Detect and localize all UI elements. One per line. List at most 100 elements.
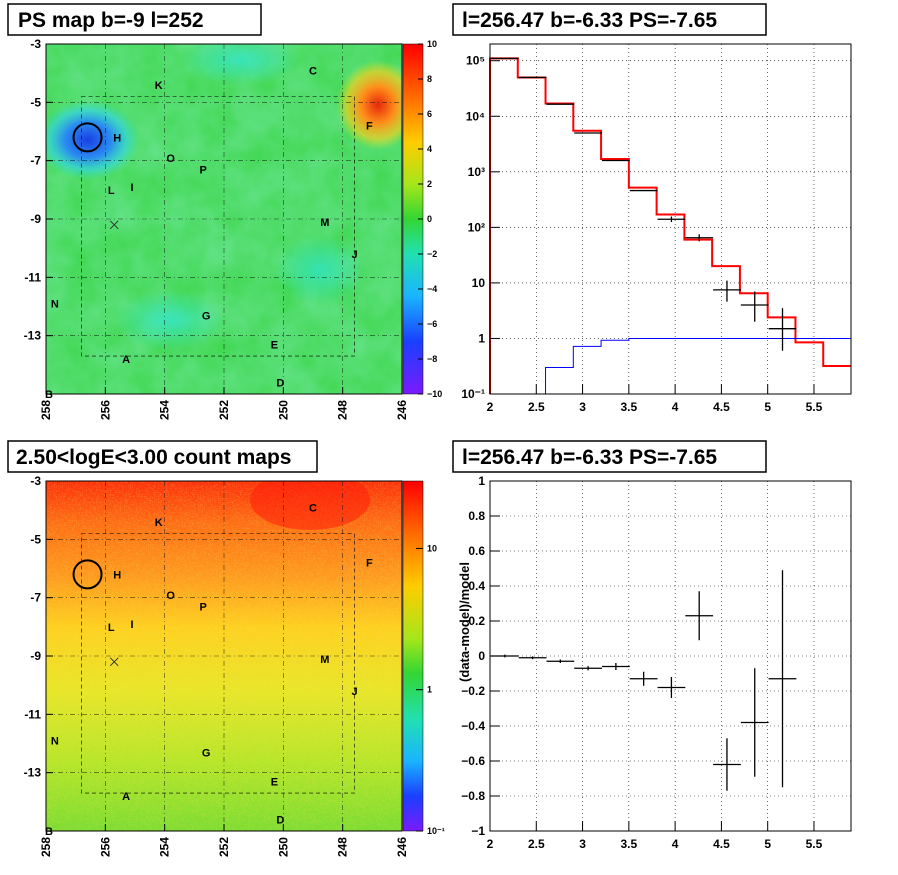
x-tick-label: 3.5 <box>621 400 638 414</box>
x-tick-label: 5 <box>764 837 771 851</box>
x-tick-label: 252 <box>217 837 231 857</box>
colorbar-tick-label: 0 <box>427 214 432 224</box>
source-label-h: H <box>113 569 121 581</box>
x-tick-label: 4 <box>672 837 679 851</box>
ps-map-title-box: PS map b=-9 l=252 <box>7 3 262 36</box>
candidate-circle <box>72 122 103 153</box>
y-tick-label: 10⁻¹ <box>461 387 485 401</box>
x-tick-label: 5.5 <box>806 400 823 414</box>
x-tick-label: 3 <box>579 400 586 414</box>
source-label-j: J <box>351 249 357 261</box>
x-tick-label: 3 <box>579 837 586 851</box>
y-tick-label: -5 <box>30 95 41 109</box>
residual-y-axis-label: (data-model)/model <box>457 562 472 682</box>
source-label-n: N <box>51 736 59 748</box>
count-map-title-box: 2.50<logE<3.00 count maps <box>7 440 318 473</box>
y-tick-label: 0 <box>478 649 485 663</box>
ps-map-markers <box>72 122 119 230</box>
spectrum-frame <box>489 43 852 395</box>
source-label-d: D <box>276 377 284 389</box>
candidate-circle <box>72 559 103 590</box>
source-label-p: P <box>200 601 207 613</box>
x-tick-label: 3.5 <box>621 837 638 851</box>
count-map-colorbar: 10 1 10⁻¹ <box>402 480 445 836</box>
source-label-f: F <box>366 558 373 570</box>
y-tick-label: -13 <box>24 766 42 780</box>
residual-series <box>490 570 797 791</box>
x-tick-label: 5.5 <box>806 837 823 851</box>
ps-map-axes: 258 256 254 252 250 248 246 -3 -5 -7 -9 -11 -13 <box>24 37 409 420</box>
source-label-f: F <box>366 121 373 133</box>
source-label-g: G <box>202 747 211 759</box>
residual-title-box: l=256.47 b=-6.33 PS=-7.65 <box>452 440 767 473</box>
count-map-panel: 2.50<logE<3.00 count maps C K F H O P L I M J N G E A… <box>7 440 445 857</box>
colorbar-tick-label: 10⁻¹ <box>427 826 445 836</box>
colorbar-tick-label: −8 <box>427 354 437 364</box>
count-map-title: 2.50<logE<3.00 count maps <box>16 446 291 469</box>
x-tick-label: 256 <box>98 837 112 857</box>
x-tick-label: 246 <box>395 400 409 420</box>
spectrum-title-box: l=256.47 b=-6.33 PS=-7.65 <box>452 3 767 36</box>
x-tick-label: 258 <box>39 400 53 420</box>
y-tick-label: 1 <box>478 331 485 345</box>
colorbar-tick-label: 10 <box>427 543 437 553</box>
ps-map-heatmap <box>46 44 402 394</box>
source-label-l: L <box>108 622 115 634</box>
y-tick-label: -11 <box>24 707 41 721</box>
y-tick-label: −0.4 <box>461 719 485 733</box>
ps-map-title: PS map b=-9 l=252 <box>18 9 204 32</box>
y-tick-label: 10³ <box>468 165 485 179</box>
colorbar-tick-label: −6 <box>427 319 437 329</box>
count-map-markers <box>72 559 119 667</box>
colorbar-tick-label: −2 <box>427 249 437 259</box>
y-tick-label: -7 <box>30 591 41 605</box>
x-tick-label: 2 <box>487 400 494 414</box>
spectrum-axes: 2 2.5 3 3.5 4 4.5 5 5.5 10⁻¹ 1 10 10² 10³ 10⁴ 10⁵ <box>461 54 822 414</box>
colorbar-tick-label: −4 <box>427 284 437 294</box>
colorbar-tick-label: 2 <box>427 179 432 189</box>
ps-map-colorbar: 10 8 6 4 2 0 −2 −4 −6 −8 −10 <box>402 39 442 399</box>
x-tick-label: 248 <box>336 400 350 420</box>
y-tick-label: 1 <box>478 474 485 488</box>
x-tick-label: 252 <box>217 400 231 420</box>
y-tick-label: -7 <box>30 154 41 168</box>
source-label-d: D <box>276 814 284 826</box>
source-label-n: N <box>51 299 59 311</box>
y-tick-label: -9 <box>30 212 41 226</box>
y-tick-label: 0.6 <box>468 544 485 558</box>
y-tick-label: −0.8 <box>461 789 485 803</box>
source-label-l: L <box>108 185 115 197</box>
source-label-o: O <box>166 590 175 602</box>
cross-marker <box>109 657 119 667</box>
y-tick-label: −0.6 <box>461 754 485 768</box>
y-tick-label: 10⁴ <box>466 109 485 123</box>
y-tick-label: -3 <box>30 474 41 488</box>
x-tick-label: 4.5 <box>713 400 730 414</box>
source-label-b: B <box>45 826 53 838</box>
x-tick-label: 256 <box>98 400 112 420</box>
ps-map-panel: PS map b=-9 l=252 C K F H O P L I M J N G E A D B 10 8 6 4… <box>7 3 442 420</box>
colorbar-tick-label: 6 <box>427 109 432 119</box>
y-tick-label: 10 <box>472 276 486 290</box>
source-label-i: I <box>131 182 134 194</box>
y-tick-label: -11 <box>24 270 41 284</box>
x-tick-label: 4 <box>672 400 679 414</box>
model-total-step-line <box>489 57 851 394</box>
colorbar-tick-label: 4 <box>427 144 432 154</box>
source-label-c: C <box>309 502 317 514</box>
model-source-step-line <box>545 337 851 394</box>
y-tick-label: -5 <box>30 532 41 546</box>
colorbar-tick-label: 10 <box>427 39 437 49</box>
spectrum-title: l=256.47 b=-6.33 PS=-7.65 <box>462 9 717 32</box>
y-tick-label: −0.2 <box>461 684 485 698</box>
residual-axes: 2 2.5 3 3.5 4 4.5 5 5.5 −1 −0.8 −0.6 −0.4 −0.2 0 0.2 0.… <box>461 474 822 851</box>
y-tick-label: −1 <box>471 824 485 838</box>
source-label-k: K <box>155 517 163 529</box>
y-tick-label: 0.4 <box>468 579 485 593</box>
source-label-i: I <box>131 619 134 631</box>
region-boundary-box <box>81 96 355 357</box>
spectrum-panel: l=256.47 b=-6.33 PS=-7.65 2 2.5 3 3.5 4 4.5 5 5… <box>452 3 852 414</box>
x-tick-label: 5 <box>764 400 771 414</box>
cross-marker <box>109 220 119 230</box>
